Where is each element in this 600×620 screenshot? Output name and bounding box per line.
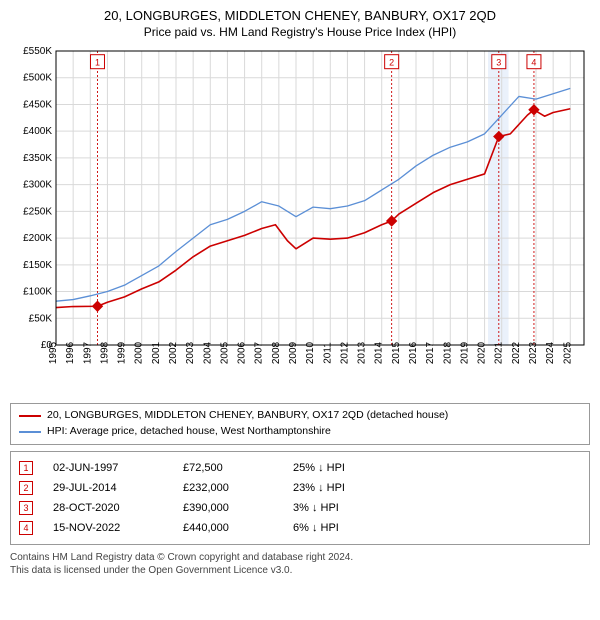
svg-text:£300K: £300K [23, 180, 52, 191]
svg-text:£200K: £200K [23, 233, 52, 244]
svg-text:2: 2 [389, 58, 394, 68]
transaction-pct-vs-hpi: 3% ↓ HPI [293, 502, 393, 514]
transaction-row: 4 15-NOV-2022 £440,000 6% ↓ HPI [19, 518, 581, 538]
legend-swatch-hpi [19, 431, 41, 433]
chart-area: £0£50K£100K£150K£200K£250K£300K£350K£400… [10, 45, 590, 395]
attribution-line-1: Contains HM Land Registry data © Crown c… [10, 551, 590, 565]
transaction-row: 2 29-JUL-2014 £232,000 23% ↓ HPI [19, 478, 581, 498]
svg-text:£350K: £350K [23, 153, 52, 164]
transaction-date: 15-NOV-2022 [53, 522, 163, 534]
page: 20, LONGBURGES, MIDDLETON CHENEY, BANBUR… [0, 0, 600, 620]
title-line-1: 20, LONGBURGES, MIDDLETON CHENEY, BANBUR… [10, 8, 590, 23]
transaction-date: 29-JUL-2014 [53, 482, 163, 494]
legend-label-price-paid: 20, LONGBURGES, MIDDLETON CHENEY, BANBUR… [47, 408, 448, 424]
transaction-date: 02-JUN-1997 [53, 462, 163, 474]
attribution-line-2: This data is licensed under the Open Gov… [10, 564, 590, 578]
transaction-marker: 3 [19, 501, 33, 515]
legend-row-price-paid: 20, LONGBURGES, MIDDLETON CHENEY, BANBUR… [19, 408, 581, 424]
transaction-date: 28-OCT-2020 [53, 502, 163, 514]
svg-text:£550K: £550K [23, 46, 52, 57]
svg-text:3: 3 [496, 58, 501, 68]
svg-text:£100K: £100K [23, 287, 52, 298]
transaction-pct-vs-hpi: 23% ↓ HPI [293, 482, 393, 494]
transaction-pct-vs-hpi: 6% ↓ HPI [293, 522, 393, 534]
transaction-row: 3 28-OCT-2020 £390,000 3% ↓ HPI [19, 498, 581, 518]
legend-row-hpi: HPI: Average price, detached house, West… [19, 424, 581, 440]
transaction-price: £72,500 [183, 462, 273, 474]
transaction-pct-vs-hpi: 25% ↓ HPI [293, 462, 393, 474]
svg-text:£500K: £500K [23, 73, 52, 84]
svg-text:4: 4 [531, 58, 536, 68]
legend-label-hpi: HPI: Average price, detached house, West… [47, 424, 331, 440]
transaction-price: £440,000 [183, 522, 273, 534]
legend: 20, LONGBURGES, MIDDLETON CHENEY, BANBUR… [10, 403, 590, 445]
svg-text:£150K: £150K [23, 260, 52, 271]
legend-swatch-price-paid [19, 415, 41, 417]
transaction-price: £232,000 [183, 482, 273, 494]
transactions-table: 1 02-JUN-1997 £72,500 25% ↓ HPI 2 29-JUL-2014… [10, 451, 590, 545]
svg-text:£400K: £400K [23, 126, 52, 137]
transaction-row: 1 02-JUN-1997 £72,500 25% ↓ HPI [19, 458, 581, 478]
svg-text:1: 1 [95, 58, 100, 68]
svg-text:£450K: £450K [23, 99, 52, 110]
transaction-marker: 1 [19, 461, 33, 475]
transaction-marker: 4 [19, 521, 33, 535]
transaction-marker: 2 [19, 481, 33, 495]
title-line-2: Price paid vs. HM Land Registry's House … [10, 25, 590, 39]
svg-text:£250K: £250K [23, 206, 52, 217]
transaction-price: £390,000 [183, 502, 273, 514]
attribution: Contains HM Land Registry data © Crown c… [10, 551, 590, 578]
price-chart: £0£50K£100K£150K£200K£250K£300K£350K£400… [10, 45, 590, 395]
svg-text:£50K: £50K [29, 313, 53, 324]
